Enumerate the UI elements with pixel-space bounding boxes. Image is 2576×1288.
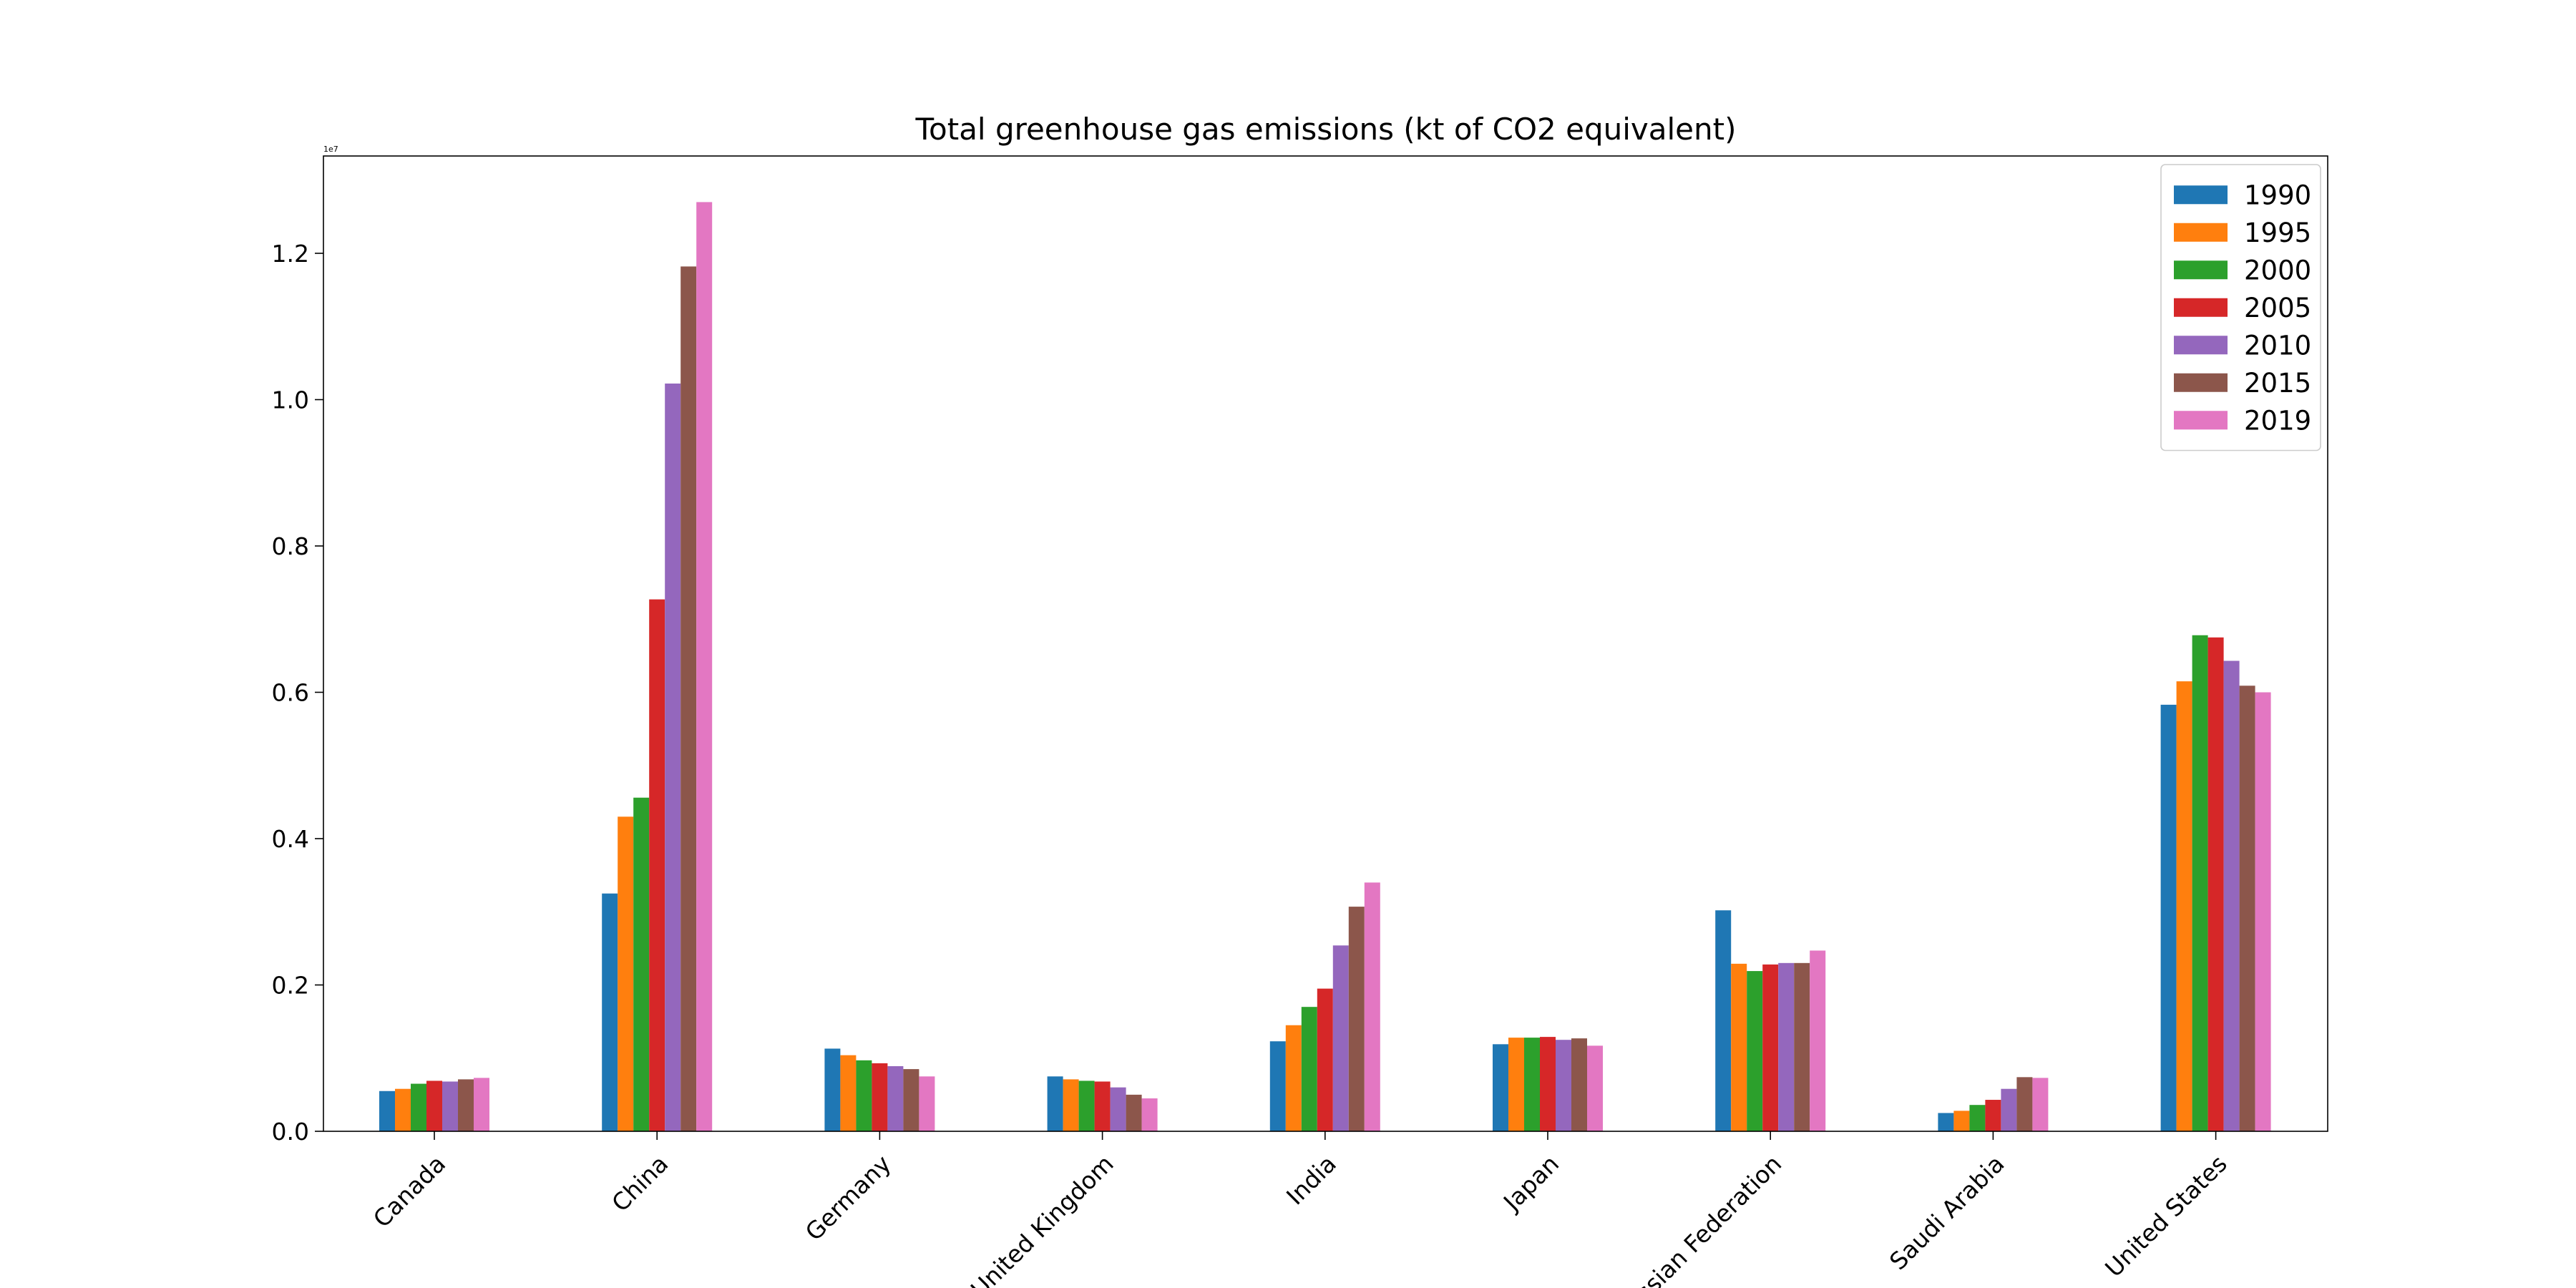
bar-germany-2019 bbox=[919, 1076, 935, 1131]
legend-swatch-2005 bbox=[2174, 298, 2228, 317]
bar-russian-federation-2000 bbox=[1747, 971, 1763, 1131]
y-tick-label: 1.2 bbox=[272, 240, 309, 268]
bar-united-states-2010 bbox=[2223, 660, 2240, 1131]
bar-japan-2005 bbox=[1540, 1037, 1556, 1131]
legend-label-2005: 2005 bbox=[2244, 293, 2311, 323]
legend-swatch-2010 bbox=[2174, 336, 2228, 355]
bar-canada-2015 bbox=[458, 1079, 474, 1131]
bar-saudi-arabia-2010 bbox=[2001, 1088, 2017, 1131]
x-tick-label: Saudi Arabia bbox=[1884, 1150, 2010, 1276]
bar-china-1995 bbox=[618, 816, 634, 1131]
bar-japan-1990 bbox=[1493, 1044, 1508, 1131]
legend-swatch-2000 bbox=[2174, 260, 2228, 280]
bar-india-2019 bbox=[1364, 882, 1380, 1131]
bar-united-kingdom-2019 bbox=[1141, 1098, 1158, 1131]
legend-label-2019: 2019 bbox=[2244, 405, 2311, 436]
bar-india-1995 bbox=[1285, 1025, 1302, 1131]
bar-india-2000 bbox=[1301, 1007, 1317, 1131]
bar-united-kingdom-2000 bbox=[1078, 1080, 1095, 1131]
bar-china-2005 bbox=[649, 599, 665, 1131]
bar-canada-2000 bbox=[411, 1083, 426, 1131]
bar-united-states-2019 bbox=[2255, 692, 2271, 1131]
bar-india-2010 bbox=[1332, 945, 1349, 1131]
legend-label-2000: 2000 bbox=[2244, 255, 2311, 286]
x-tick-label: China bbox=[606, 1150, 673, 1217]
bar-united-states-2000 bbox=[2192, 635, 2208, 1131]
legend-label-1995: 1995 bbox=[2244, 218, 2311, 248]
bar-saudi-arabia-1995 bbox=[1953, 1111, 1970, 1131]
bar-united-states-2005 bbox=[2207, 637, 2224, 1131]
bar-saudi-arabia-2005 bbox=[1985, 1100, 2001, 1131]
bar-india-2005 bbox=[1317, 988, 1333, 1131]
bar-india-2015 bbox=[1348, 907, 1365, 1131]
bar-japan-2019 bbox=[1587, 1045, 1603, 1131]
bar-germany-2015 bbox=[903, 1069, 919, 1131]
legend: 1990 1995 2000 2005 2010 2015 2019 bbox=[2160, 164, 2321, 452]
bar-china-2010 bbox=[665, 384, 681, 1131]
bar-canada-2019 bbox=[474, 1078, 489, 1131]
bars-layer bbox=[379, 202, 2271, 1131]
legend-swatch-1990 bbox=[2174, 185, 2228, 205]
bar-china-2019 bbox=[696, 202, 713, 1131]
bar-saudi-arabia-2019 bbox=[2032, 1078, 2049, 1131]
x-tick-label: United Kingdom bbox=[965, 1150, 1119, 1288]
legend-swatch-1995 bbox=[2174, 223, 2228, 242]
y-tick-label: 1.0 bbox=[272, 386, 309, 414]
bar-russian-federation-2010 bbox=[1778, 962, 1795, 1131]
bar-germany-1995 bbox=[840, 1055, 857, 1131]
bar-canada-1995 bbox=[395, 1088, 411, 1131]
bar-japan-2010 bbox=[1556, 1040, 1571, 1131]
legend-label-1990: 1990 bbox=[2244, 180, 2311, 210]
bar-united-kingdom-1990 bbox=[1047, 1076, 1063, 1131]
y-tick-label: 0.6 bbox=[272, 678, 309, 706]
bar-germany-2010 bbox=[887, 1066, 904, 1131]
x-tick-label: India bbox=[1281, 1150, 1342, 1211]
legend-label-2010: 2010 bbox=[2244, 330, 2311, 361]
bar-canada-2010 bbox=[442, 1081, 458, 1131]
bar-united-states-2015 bbox=[2239, 686, 2255, 1131]
bar-saudi-arabia-1990 bbox=[1938, 1113, 1954, 1131]
y-tick-label: 0.8 bbox=[272, 532, 309, 560]
bar-canada-1990 bbox=[379, 1091, 395, 1131]
bar-russian-federation-2005 bbox=[1762, 964, 1779, 1131]
legend-swatch-2019 bbox=[2174, 411, 2228, 430]
bar-canada-2005 bbox=[426, 1080, 442, 1131]
bar-united-states-1990 bbox=[2160, 704, 2177, 1131]
x-tick-label: Germany bbox=[800, 1150, 897, 1246]
bar-united-kingdom-2015 bbox=[1126, 1094, 1142, 1131]
legend-label-2015: 2015 bbox=[2244, 368, 2311, 399]
bar-saudi-arabia-2015 bbox=[2016, 1077, 2033, 1131]
bar-japan-2000 bbox=[1524, 1038, 1540, 1131]
bar-united-states-1995 bbox=[2176, 681, 2192, 1131]
bar-japan-1995 bbox=[1508, 1038, 1524, 1131]
bar-china-1990 bbox=[602, 893, 618, 1131]
bar-china-2015 bbox=[680, 266, 697, 1131]
bar-united-kingdom-2005 bbox=[1094, 1081, 1111, 1131]
bar-china-2000 bbox=[633, 797, 650, 1131]
x-tick-label: United States bbox=[2099, 1150, 2233, 1283]
bar-japan-2015 bbox=[1571, 1038, 1587, 1131]
bar-germany-2005 bbox=[872, 1063, 888, 1131]
bar-russian-federation-1995 bbox=[1731, 963, 1747, 1131]
bar-saudi-arabia-2000 bbox=[1969, 1105, 1986, 1131]
bar-united-kingdom-1995 bbox=[1063, 1079, 1079, 1131]
bar-united-kingdom-2010 bbox=[1110, 1087, 1126, 1131]
bar-russian-federation-2015 bbox=[1794, 962, 1810, 1131]
legend-swatch-2015 bbox=[2174, 373, 2228, 392]
bar-russian-federation-2019 bbox=[1810, 950, 1826, 1131]
bar-india-1990 bbox=[1269, 1041, 1286, 1131]
bar-germany-2000 bbox=[856, 1060, 872, 1131]
bar-germany-1990 bbox=[824, 1048, 841, 1131]
y-tick-label: 0.0 bbox=[272, 1118, 309, 1146]
x-tick-label: Japan bbox=[1497, 1150, 1564, 1217]
y-tick-label: 0.2 bbox=[272, 971, 309, 999]
chart-title: Total greenhouse gas emissions (kt of CO… bbox=[915, 112, 1737, 147]
y-axis-offset-label: 1e7 bbox=[323, 145, 338, 154]
x-tick-label: Canada bbox=[368, 1150, 451, 1233]
y-tick-label: 0.4 bbox=[272, 825, 309, 853]
bar-russian-federation-1990 bbox=[1715, 910, 1732, 1131]
x-tick-label: Russian Federation bbox=[1609, 1150, 1787, 1288]
